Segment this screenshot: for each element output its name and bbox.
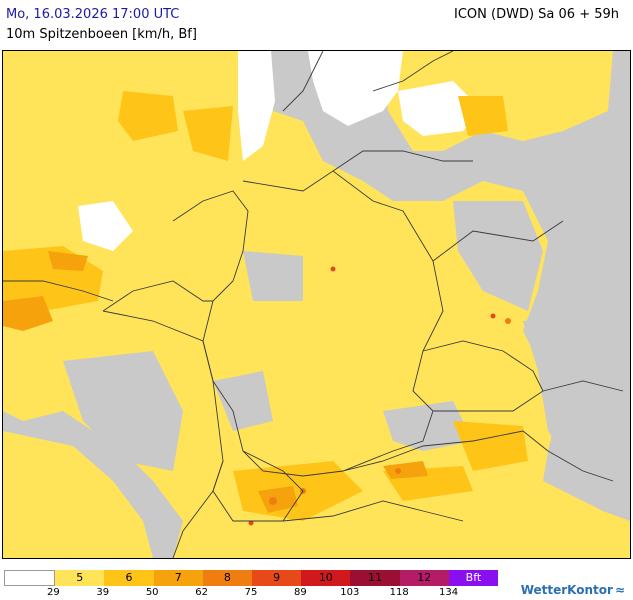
gust-area-bf7-2 [48, 251, 88, 271]
calm-land-1 [453, 201, 543, 311]
calm-land-2 [63, 351, 183, 471]
color-legend: 5 6 7 8 9 10 11 12 Bft [4, 570, 499, 586]
border-pl [432, 220, 564, 262]
gust-area-bf6-7 [183, 106, 233, 161]
legend-tick: 75 [244, 587, 258, 598]
gust-area-bf5-sw [3, 431, 153, 558]
legend-swatch: 10 [301, 570, 351, 586]
gust-area-bf6-3 [458, 96, 508, 136]
coast-se [372, 51, 454, 92]
gust-spot-bf8-1 [269, 497, 277, 505]
calm-land-3 [523, 311, 630, 481]
brand-logo: WetterKontor ≈ [521, 583, 625, 597]
coast-baltic [332, 150, 473, 172]
legend-tick: 134 [439, 587, 459, 598]
legend-tick: 39 [96, 587, 110, 598]
legend-swatch: 5 [55, 570, 105, 586]
country-borders [3, 51, 624, 558]
gust-area-bf6-2 [118, 91, 178, 141]
legend-tick: 103 [340, 587, 360, 598]
coast-dk [282, 51, 324, 112]
border-it [282, 500, 464, 522]
gust-map [2, 50, 631, 559]
legend-swatch: 12 [399, 570, 449, 586]
calm-area-white-4 [78, 201, 133, 251]
border-nl-de [172, 190, 249, 302]
border-cz [422, 340, 544, 412]
gust-spot-bf8-4 [505, 318, 511, 324]
coast-uk [3, 280, 114, 302]
calm-land-6 [243, 251, 303, 301]
gust-spot-bf9-1 [330, 266, 336, 272]
border-sk [542, 380, 624, 392]
border-fr [102, 310, 224, 558]
gust-area-bf7-4 [383, 461, 428, 479]
parameter-title: 10m Spitzenboeen [km/h, Bf] [6, 27, 197, 42]
gust-spot-bf9-3 [490, 313, 496, 319]
gust-spot-bf8-3 [395, 468, 401, 474]
legend-swatch: 7 [153, 570, 203, 586]
border-hu [547, 450, 614, 482]
legend-swatch: 6 [104, 570, 154, 586]
brand-name: WetterKontor [520, 583, 613, 597]
legend-swatch: 9 [252, 570, 302, 586]
legend-tick: 89 [294, 587, 307, 598]
gust-area-bf7-1 [3, 296, 53, 331]
gust-spot-bf9-2 [248, 520, 254, 526]
model-run: ICON (DWD) Sa 06 + 59h [454, 7, 619, 22]
legend-swatch [4, 570, 56, 586]
legend-tick: 50 [145, 587, 159, 598]
calm-area-white-1 [238, 51, 275, 161]
legend-swatch: 11 [350, 570, 400, 586]
valid-time: Mo, 16.03.2026 17:00 UTC [6, 7, 180, 22]
gust-area-bf7-3 [258, 486, 298, 513]
legend-ticks: 29 39 50 62 75 89 103 118 134 [4, 587, 498, 599]
legend-swatch: 8 [202, 570, 253, 586]
calm-land-5 [213, 371, 273, 431]
legend-tick: 118 [389, 587, 409, 598]
border-be [102, 280, 213, 312]
border-at [342, 430, 549, 472]
calm-area-white-3 [398, 81, 483, 136]
border-germany [202, 170, 444, 477]
wave-icon: ≈ [614, 583, 625, 597]
calm-area-white-2 [308, 51, 403, 126]
legend-tick: 29 [47, 587, 60, 598]
legend-tick: 62 [195, 587, 208, 598]
legend-swatch: Bft [448, 570, 499, 586]
